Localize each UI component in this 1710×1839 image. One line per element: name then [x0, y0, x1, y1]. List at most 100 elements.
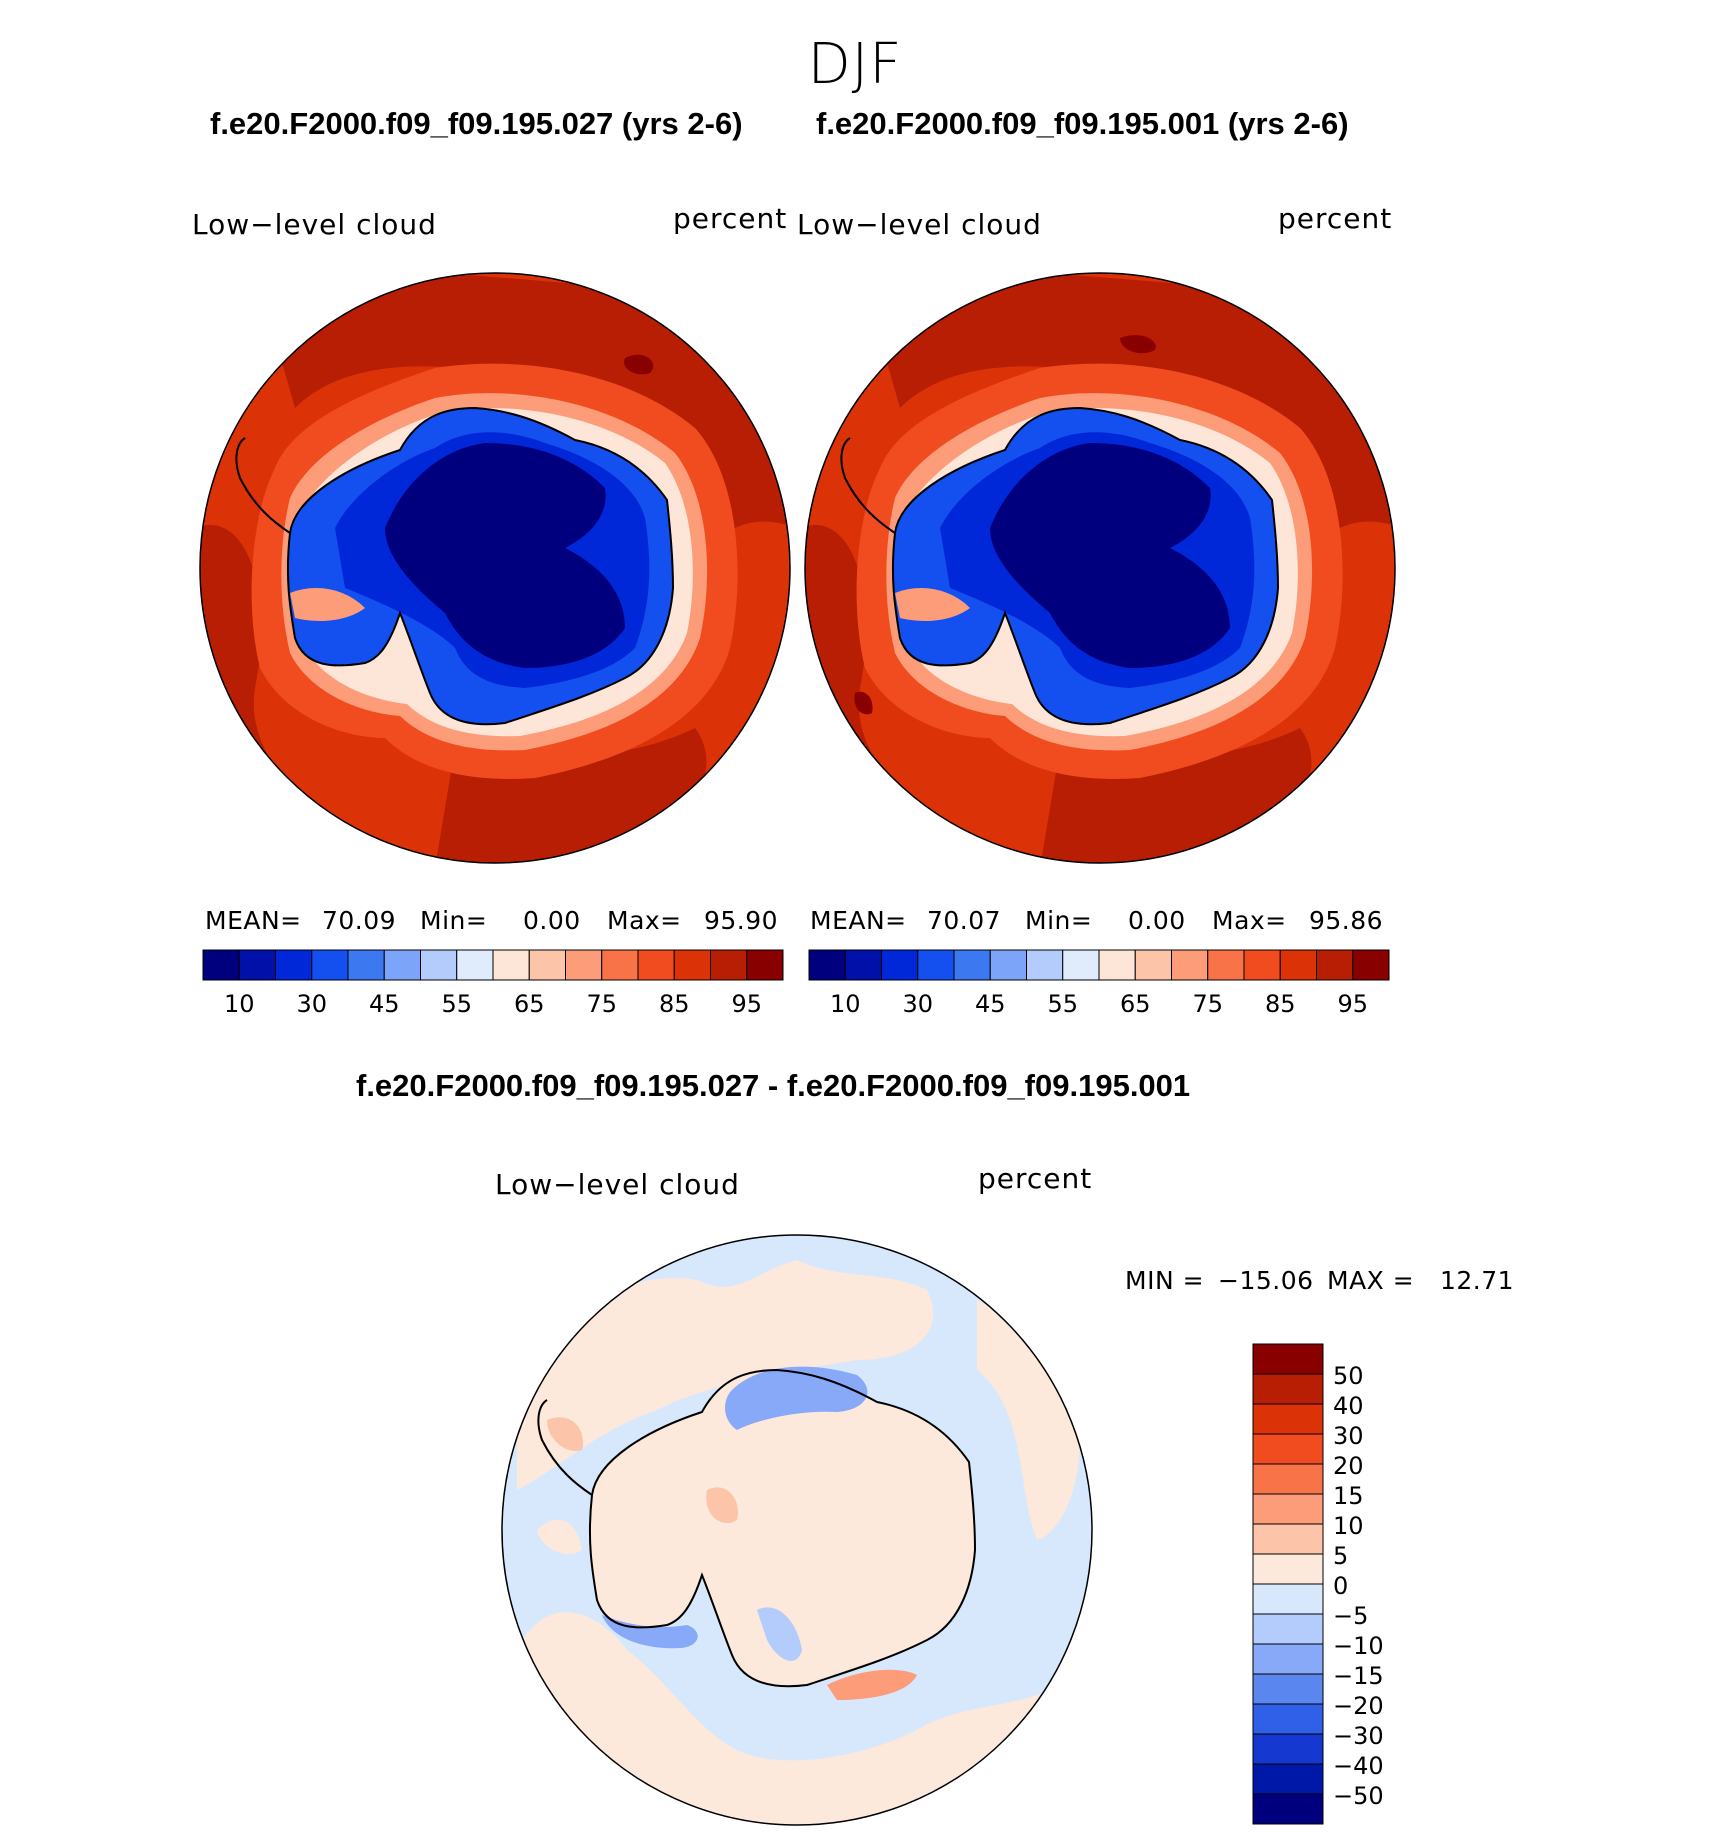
diff-units-label: percent: [978, 1162, 1093, 1195]
panel2-colorbar-swatch: [1098, 949, 1136, 981]
panel2-colorbar-tick-label: 55: [1047, 990, 1079, 1018]
panel1-colorbar-swatch: [528, 949, 566, 981]
diff-max-label: MAX =: [1327, 1266, 1415, 1295]
difference-colorbar-swatch: [1252, 1793, 1324, 1825]
difference-colorbar-swatch: [1252, 1613, 1324, 1645]
panel2-colorbar-tick-label: 65: [1119, 990, 1151, 1018]
difference-colorbar-tick-label: 0: [1333, 1572, 1349, 1600]
panel2-max-value: 95.86: [1309, 906, 1384, 935]
panel2-colorbar-swatch: [1207, 949, 1245, 981]
panel1-colorbar-swatch: [601, 949, 639, 981]
panel1-colorbar-swatch: [275, 949, 313, 981]
panel2-colorbar-swatch: [1171, 949, 1209, 981]
panel1-colorbar-swatch: [565, 949, 603, 981]
difference-colorbar-swatch: [1252, 1553, 1324, 1585]
panel2-mean-label: MEAN=: [810, 906, 907, 935]
panel1-colorbar-swatch: [637, 949, 675, 981]
difference-colorbar-swatch: [1252, 1643, 1324, 1675]
difference-colorbar-tick-label: 10: [1333, 1512, 1364, 1540]
difference-colorbar-swatch: [1252, 1673, 1324, 1705]
difference-colorbar-tick-label: 5: [1333, 1542, 1349, 1570]
difference-colorbar-tick-label: −5: [1333, 1602, 1369, 1630]
panel2-colorbar-swatch: [808, 949, 846, 981]
difference-colorbar-swatch: [1252, 1493, 1324, 1525]
panel2-colorbar-swatch: [1316, 949, 1354, 981]
difference-colorbar-swatch: [1252, 1523, 1324, 1555]
season-title: DJF: [807, 32, 903, 97]
panel1-colorbar-tick-label: 55: [441, 990, 473, 1018]
difference-colorbar-tick-label: −40: [1333, 1752, 1384, 1780]
panel1-mean-value: 70.09: [322, 906, 397, 935]
diff-min-value: −15.06: [1218, 1266, 1314, 1295]
panel2-min-value: 0.00: [1128, 906, 1186, 935]
difference-colorbar: [1252, 1343, 1324, 1825]
panel2-colorbar-swatch: [953, 949, 991, 981]
panel1-colorbar-tick-label: 85: [658, 990, 690, 1018]
panel2-colorbar-swatch: [844, 949, 882, 981]
panel2-colorbar-swatch: [1134, 949, 1172, 981]
panel1-colorbar-swatch: [202, 949, 240, 981]
panel1-variable-label: Low−level cloud: [192, 208, 437, 241]
panel2-colorbar-swatch: [1026, 949, 1064, 981]
difference-colorbar-swatch: [1252, 1403, 1324, 1435]
difference-colorbar-tick-label: 30: [1333, 1422, 1364, 1450]
diff-max-value: 12.71: [1440, 1266, 1515, 1295]
panel1-units-label: percent: [673, 202, 788, 235]
panel1-min-value: 0.00: [523, 906, 581, 935]
difference-colorbar-swatch: [1252, 1763, 1324, 1795]
difference-title: f.e20.F2000.f09_f09.195.027 - f.e20.F200…: [356, 1068, 1191, 1103]
panel1-colorbar: [202, 949, 784, 981]
panel1-colorbar-tick-label: 45: [368, 990, 400, 1018]
difference-colorbar-swatch: [1252, 1343, 1324, 1375]
panel1-colorbar-tick-label: 75: [586, 990, 618, 1018]
panel1-colorbar-swatch: [673, 949, 711, 981]
panel1-colorbar-swatch: [311, 949, 349, 981]
panel2-colorbar-swatch: [1352, 949, 1390, 981]
panel1-colorbar-swatch: [383, 949, 421, 981]
panel1-colorbar-tick-label: 30: [296, 990, 328, 1018]
difference-colorbar-tick-label: −30: [1333, 1722, 1384, 1750]
difference-colorbar-tick-label: 50: [1333, 1362, 1364, 1390]
panel2-mean-value: 70.07: [927, 906, 1002, 935]
panel1-colorbar-swatch: [420, 949, 458, 981]
difference-colorbar-tick-label: 40: [1333, 1392, 1364, 1420]
panel1-colorbar-swatch: [238, 949, 276, 981]
difference-colorbar-tick-label: −20: [1333, 1692, 1384, 1720]
panel2-colorbar-swatch: [881, 949, 919, 981]
panel1-polar-map: [199, 272, 791, 864]
panel1-colorbar-swatch: [710, 949, 748, 981]
panel1-mean-label: MEAN=: [205, 906, 302, 935]
difference-colorbar-tick-label: 20: [1333, 1452, 1364, 1480]
difference-colorbar-swatch: [1252, 1583, 1324, 1615]
panel1-case-title: f.e20.F2000.f09_f09.195.027 (yrs 2-6): [210, 106, 743, 141]
panel1-colorbar-tick-label: 65: [513, 990, 545, 1018]
difference-colorbar-tick-label: −15: [1333, 1662, 1384, 1690]
panel1-max-label: Max=: [607, 906, 682, 935]
panel2-min-label: Min=: [1025, 906, 1093, 935]
panel2-colorbar-swatch: [1279, 949, 1317, 981]
difference-colorbar-swatch: [1252, 1463, 1324, 1495]
panel2-colorbar-swatch: [1243, 949, 1281, 981]
difference-colorbar-tick-label: 15: [1333, 1482, 1364, 1510]
panel2-colorbar-tick-label: 30: [902, 990, 934, 1018]
panel2-colorbar: [808, 949, 1390, 981]
diff-variable-label: Low−level cloud: [495, 1168, 740, 1201]
panel1-colorbar-tick-label: 10: [223, 990, 255, 1018]
panel2-colorbar-tick-label: 75: [1192, 990, 1224, 1018]
panel1-colorbar-swatch: [492, 949, 530, 981]
panel1-colorbar-swatch: [347, 949, 385, 981]
panel2-colorbar-swatch: [989, 949, 1027, 981]
panel2-variable-label: Low−level cloud: [797, 208, 1042, 241]
panel2-case-title: f.e20.F2000.f09_f09.195.001 (yrs 2-6): [816, 106, 1349, 141]
difference-colorbar-tick-label: −10: [1333, 1632, 1384, 1660]
difference-polar-map: [501, 1234, 1093, 1826]
panel2-colorbar-tick-label: 85: [1264, 990, 1296, 1018]
panel2-colorbar-tick-label: 10: [829, 990, 861, 1018]
panel2-colorbar-swatch: [1062, 949, 1100, 981]
panel2-colorbar-swatch: [917, 949, 955, 981]
panel1-max-value: 95.90: [704, 906, 779, 935]
panel1-colorbar-swatch: [456, 949, 494, 981]
difference-colorbar-swatch: [1252, 1433, 1324, 1465]
panel2-colorbar-tick-label: 45: [974, 990, 1006, 1018]
panel2-polar-map: [804, 272, 1396, 864]
